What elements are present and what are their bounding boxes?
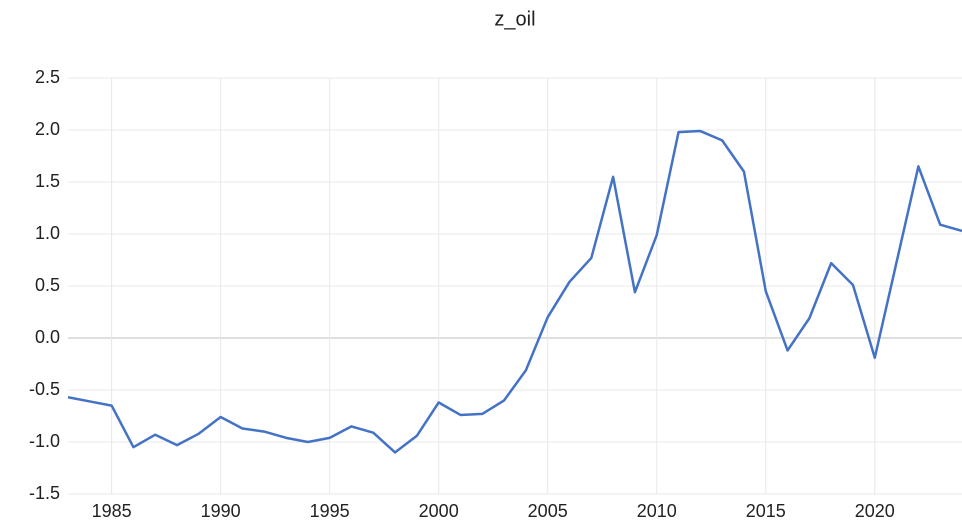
- y-tick-label: -1.5: [29, 483, 60, 503]
- x-tick-label: 2020: [855, 501, 895, 521]
- x-tick-label: 1990: [201, 501, 241, 521]
- x-tick-label: 2005: [528, 501, 568, 521]
- y-tick-label: -0.5: [29, 379, 60, 399]
- x-tick-label: 2015: [746, 501, 786, 521]
- y-tick-label: 2.0: [35, 119, 60, 139]
- chart-title: z_oil: [494, 8, 535, 30]
- y-tick-label: 0.0: [35, 327, 60, 347]
- x-tick-label: 1995: [310, 501, 350, 521]
- y-tick-label: -1.0: [29, 431, 60, 451]
- x-tick-label: 2010: [637, 501, 677, 521]
- y-tick-label: 1.5: [35, 171, 60, 191]
- y-tick-label: 1.0: [35, 223, 60, 243]
- y-tick-label: 2.5: [35, 67, 60, 87]
- y-tick-label: 0.5: [35, 275, 60, 295]
- data-line: [67, 129, 962, 454]
- x-tick-label: 2000: [419, 501, 459, 521]
- x-tick-label: 1985: [92, 501, 132, 521]
